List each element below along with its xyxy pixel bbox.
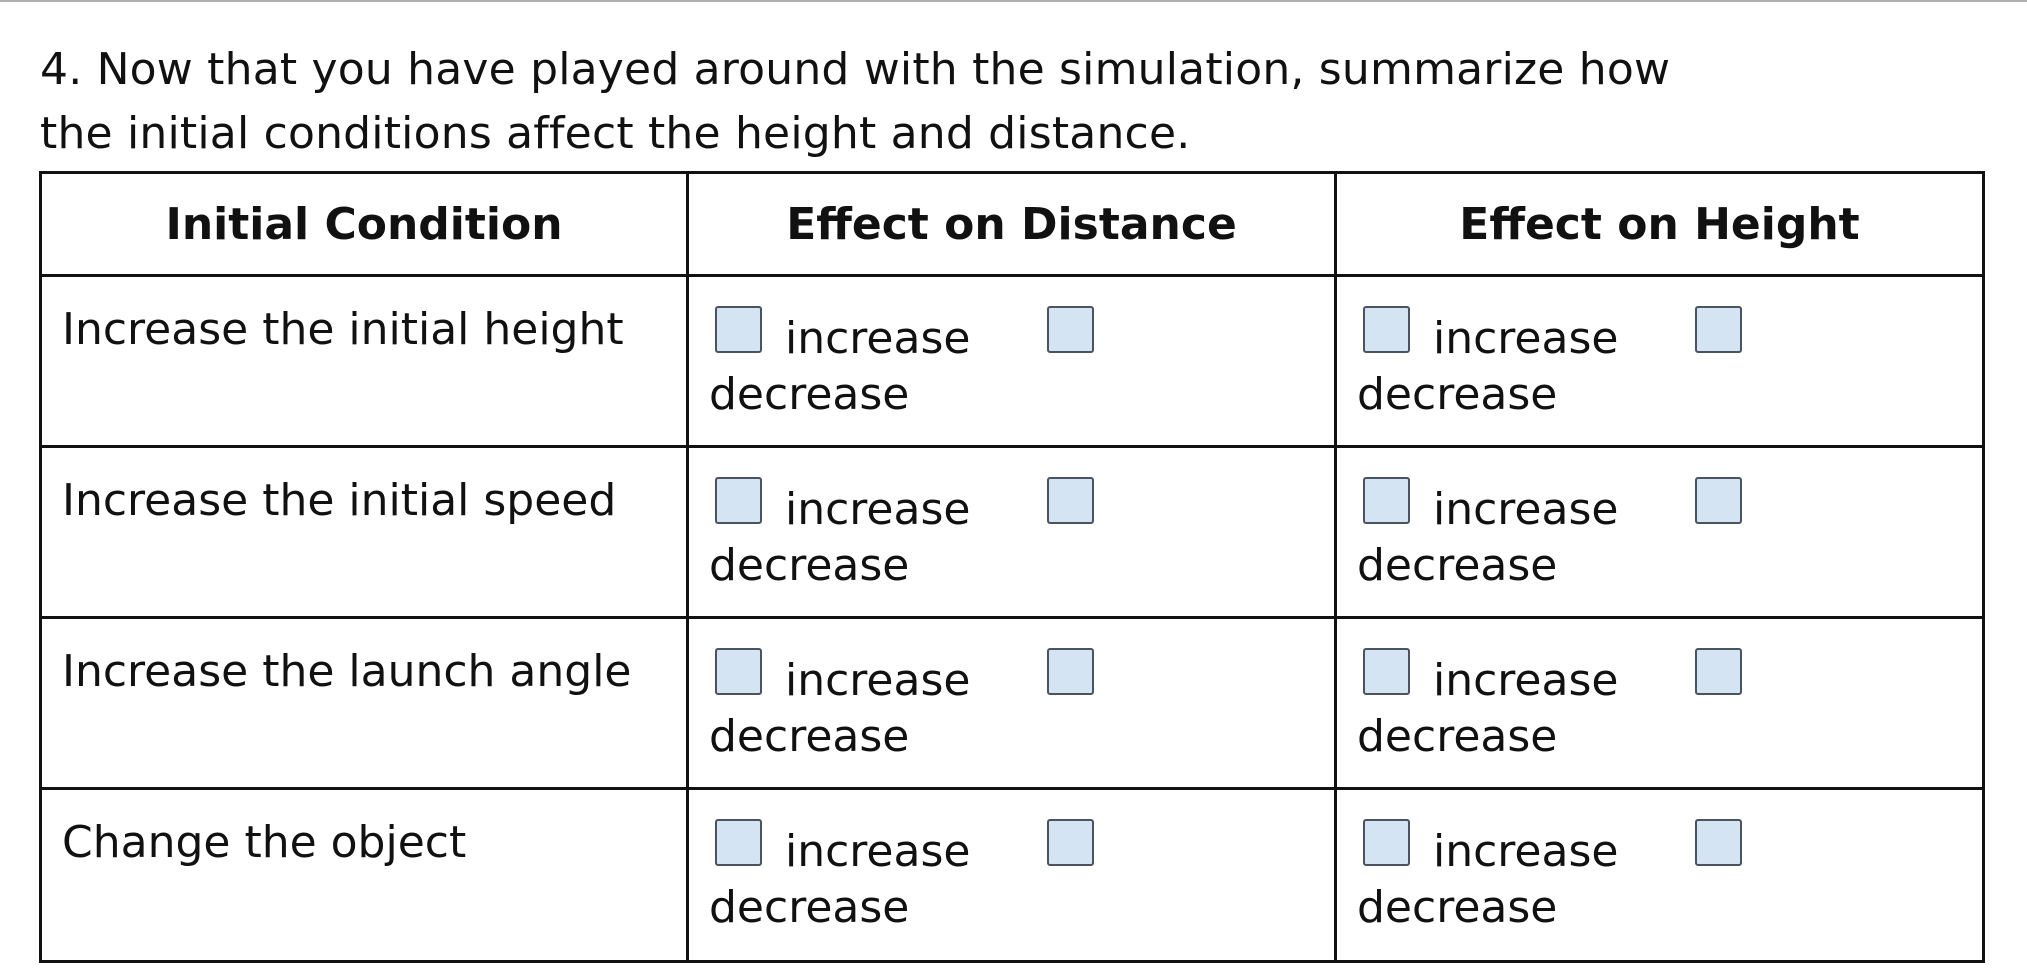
condition-label: Change the object — [62, 817, 467, 868]
height-decrease-checkbox[interactable] — [1695, 306, 1742, 353]
condition-cell: Increase the launch angle — [39, 616, 689, 790]
table-row: Increase the initial speed increase decr… — [39, 445, 1985, 619]
height-decrease-checkbox[interactable] — [1695, 477, 1742, 524]
condition-label: Increase the initial height — [62, 304, 624, 355]
decrease-label: decrease — [1357, 540, 1558, 591]
condition-cell: Increase the initial speed — [39, 445, 689, 619]
question-line-1: 4. Now that you have played around with … — [40, 44, 1671, 95]
table-row: Increase the initial height increase dec… — [39, 274, 1985, 448]
top-divider — [0, 0, 2027, 2]
distance-decrease-checkbox[interactable] — [1047, 306, 1094, 353]
height-cell: increase decrease — [1334, 274, 1985, 448]
increase-label: increase — [1433, 826, 1619, 877]
table-row: Change the object increase decrease incr… — [39, 787, 1985, 963]
condition-label: Increase the initial speed — [62, 475, 617, 526]
distance-increase-checkbox[interactable] — [715, 306, 762, 353]
increase-label: increase — [1433, 313, 1619, 364]
distance-decrease-checkbox[interactable] — [1047, 477, 1094, 524]
height-options: increase decrease — [1337, 619, 1982, 787]
decrease-label: decrease — [709, 882, 910, 933]
distance-options: increase decrease — [689, 619, 1334, 787]
conditions-table: Initial Condition Effect on Distance Eff… — [39, 171, 1985, 963]
distance-cell: increase decrease — [686, 616, 1337, 790]
height-decrease-checkbox[interactable] — [1695, 648, 1742, 695]
height-increase-checkbox[interactable] — [1363, 819, 1410, 866]
condition-cell: Change the object — [39, 787, 689, 963]
increase-label: increase — [785, 484, 971, 535]
increase-label: increase — [785, 313, 971, 364]
decrease-label: decrease — [1357, 882, 1558, 933]
decrease-label: decrease — [1357, 711, 1558, 762]
height-options: increase decrease — [1337, 448, 1982, 616]
question-prompt: 4. Now that you have played around with … — [40, 38, 1940, 166]
height-increase-checkbox[interactable] — [1363, 306, 1410, 353]
height-increase-checkbox[interactable] — [1363, 648, 1410, 695]
distance-options: increase decrease — [689, 277, 1334, 445]
header-effect-on-height: Effect on Height — [1334, 171, 1985, 277]
condition-cell: Increase the initial height — [39, 274, 689, 448]
height-cell: increase decrease — [1334, 616, 1985, 790]
distance-cell: increase decrease — [686, 445, 1337, 619]
increase-label: increase — [1433, 484, 1619, 535]
increase-label: increase — [785, 826, 971, 877]
decrease-label: decrease — [709, 369, 910, 420]
question-line-2: the initial conditions affect the height… — [40, 108, 1191, 159]
height-options: increase decrease — [1337, 790, 1982, 960]
distance-increase-checkbox[interactable] — [715, 477, 762, 524]
increase-label: increase — [785, 655, 971, 706]
decrease-label: decrease — [709, 711, 910, 762]
table-row: Increase the launch angle increase decre… — [39, 616, 1985, 790]
height-cell: increase decrease — [1334, 445, 1985, 619]
distance-decrease-checkbox[interactable] — [1047, 819, 1094, 866]
distance-increase-checkbox[interactable] — [715, 648, 762, 695]
condition-label: Increase the launch angle — [62, 646, 632, 697]
distance-options: increase decrease — [689, 448, 1334, 616]
decrease-label: decrease — [709, 540, 910, 591]
distance-cell: increase decrease — [686, 787, 1337, 963]
distance-cell: increase decrease — [686, 274, 1337, 448]
distance-options: increase decrease — [689, 790, 1334, 960]
increase-label: increase — [1433, 655, 1619, 706]
header-row: Initial Condition Effect on Distance Eff… — [39, 171, 1985, 277]
decrease-label: decrease — [1357, 369, 1558, 420]
header-effect-on-distance: Effect on Distance — [686, 171, 1337, 277]
header-initial-condition: Initial Condition — [39, 171, 689, 277]
height-decrease-checkbox[interactable] — [1695, 819, 1742, 866]
distance-decrease-checkbox[interactable] — [1047, 648, 1094, 695]
height-increase-checkbox[interactable] — [1363, 477, 1410, 524]
distance-increase-checkbox[interactable] — [715, 819, 762, 866]
height-options: increase decrease — [1337, 277, 1982, 445]
height-cell: increase decrease — [1334, 787, 1985, 963]
